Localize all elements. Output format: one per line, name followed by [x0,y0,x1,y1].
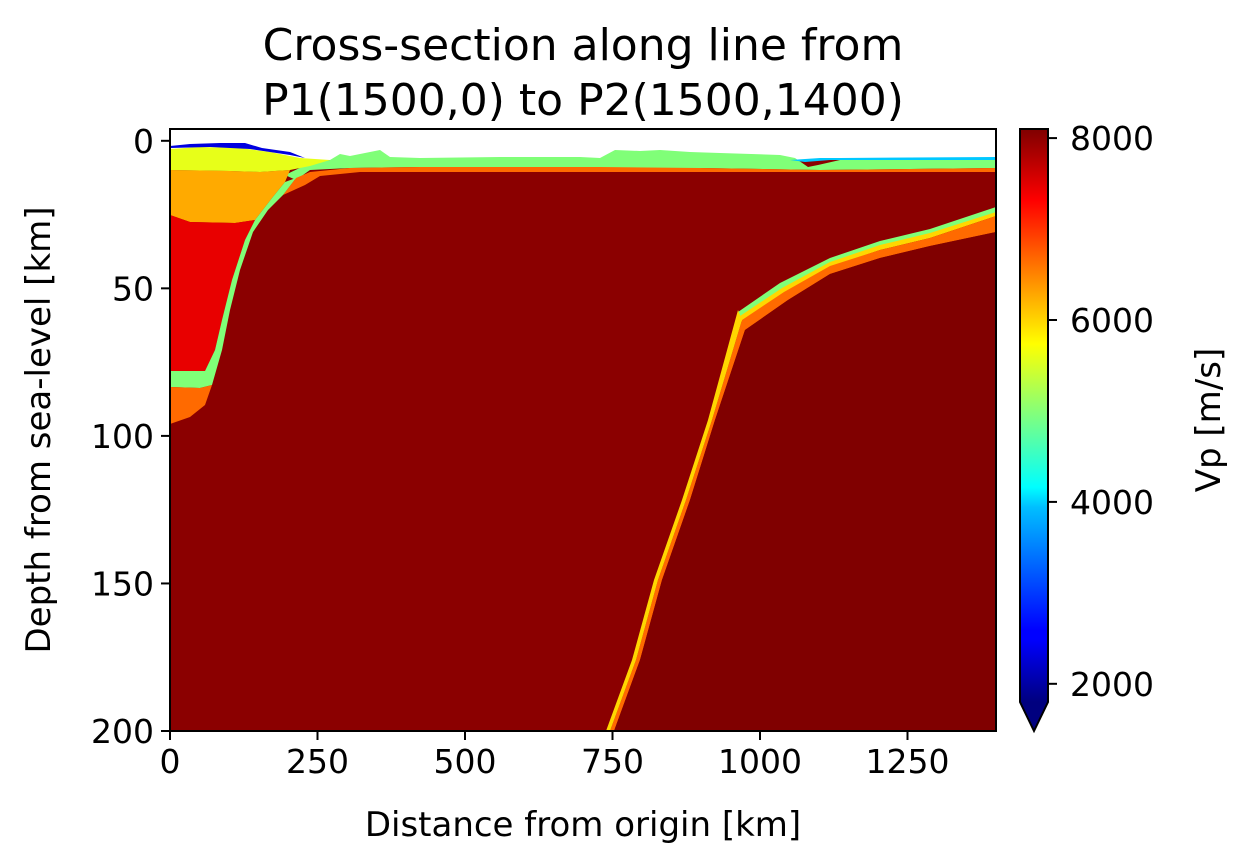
heatmap-area [170,129,996,731]
shallow-water-cyan [790,157,996,162]
shallow-water-blue [170,143,305,158]
x-tick-label: 750 [581,742,644,781]
colorbar: 2000 4000 6000 8000 Vp [m/s] [1019,119,1229,734]
ocean-crust-orange [283,167,996,195]
y-tick-label: 0 [133,122,154,161]
y-axis: 0 50 100 150 200 [91,122,170,751]
y-tick-label: 100 [91,417,154,456]
surface-crust-green [285,150,996,180]
moho-transition-orange [170,385,212,424]
chart-title-line-1: Cross-section along line from [263,20,904,71]
slab-leading-yellow [606,310,742,731]
chart-title-line-2: P1(1500,0) to P2(1500,1400) [262,75,904,126]
colorbar-outline [1019,128,1049,734]
colorbar-extend-triangle [1020,702,1048,731]
slab-green [738,207,996,318]
colorbar-tick-label: 4000 [1070,483,1154,522]
x-tick-label: 1250 [866,742,950,781]
y-tick-label: 150 [91,564,154,603]
x-tick-label: 0 [160,742,181,781]
x-axis-label: Distance from origin [km] [365,805,801,845]
x-tick-label: 500 [434,742,497,781]
continental-crust-orange [170,170,290,223]
x-tick-label: 250 [286,742,349,781]
y-tick-label: 200 [91,712,154,751]
colorbar-tick-label: 2000 [1070,665,1154,704]
lower-crust-red [170,215,255,371]
slab-yellow [740,212,996,322]
colorbar-label: Vp [m/s] [1189,348,1229,492]
x-tick-label: 1000 [718,742,802,781]
colorbar-gradient [1020,129,1048,702]
y-tick-label: 50 [112,269,154,308]
colorbar-ticks: 2000 4000 6000 8000 [1048,119,1154,704]
y-axis-label: Depth from sea-level [km] [19,206,59,653]
continental-crust-yellow [170,147,330,172]
colorbar-tick-label: 8000 [1070,119,1154,158]
x-axis: 0 250 500 750 1000 1250 [160,731,950,781]
moho-transition-green [170,178,296,388]
colorbar-tick-label: 6000 [1070,301,1154,340]
plot-frame [169,128,997,732]
deep-lithosphere [614,232,996,731]
